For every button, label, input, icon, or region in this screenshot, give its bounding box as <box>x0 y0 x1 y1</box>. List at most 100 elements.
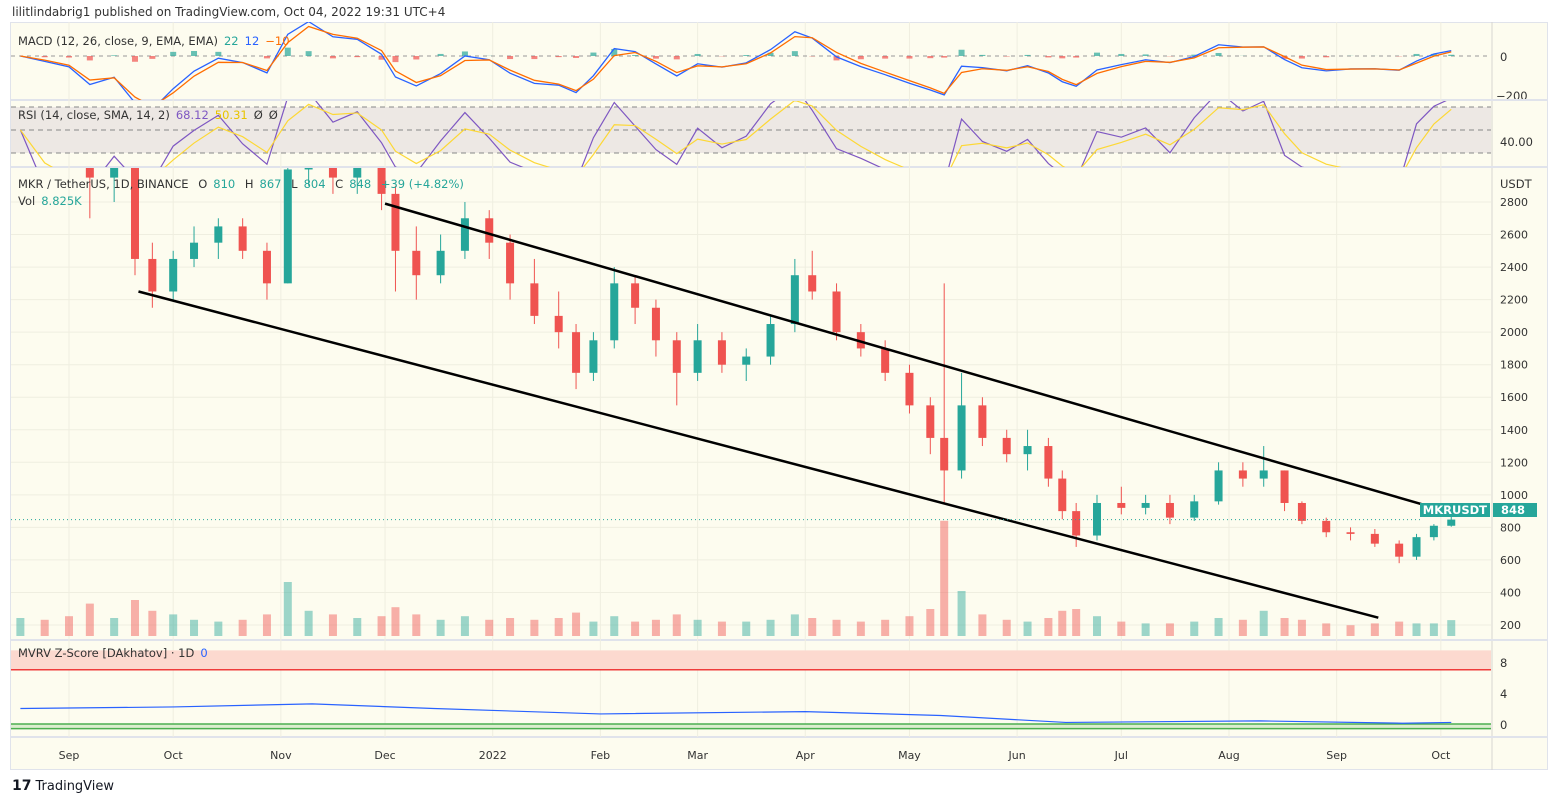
x-tick-label: Dec <box>374 749 395 762</box>
y-tick-label: 1800 <box>1500 359 1528 372</box>
volume-bar <box>412 614 421 636</box>
rsi-line <box>19 101 1447 167</box>
candle-body <box>1072 511 1081 536</box>
trendline <box>384 202 1452 514</box>
volume-bar <box>610 616 619 636</box>
volume-bar <box>554 618 563 636</box>
candle-body <box>530 283 539 316</box>
macd-histogram-bar <box>1191 54 1198 56</box>
candle-body <box>1117 502 1126 508</box>
volume-bar <box>1346 625 1355 636</box>
candle-body <box>940 437 949 471</box>
rsi-d1: Ø <box>253 108 263 122</box>
macd-histogram-bar <box>131 56 138 62</box>
volume-bar <box>1238 619 1247 636</box>
macd-histogram-bar <box>882 56 889 59</box>
macd-histogram-bar <box>1118 53 1125 56</box>
macd-line <box>20 22 1452 100</box>
macd-histogram-bar <box>149 56 156 59</box>
high-value: 867 <box>259 177 282 191</box>
macd-histogram-bar <box>767 52 774 56</box>
candle-body <box>1044 446 1053 479</box>
symbol-price-tag: MKRUSDT <box>1419 503 1490 517</box>
tradingview-brand[interactable]: 17 TradingView <box>12 778 114 794</box>
volume-bar <box>148 610 157 636</box>
tradingview-logo-icon: 17 <box>12 778 32 794</box>
y-tick-label: 1000 <box>1500 489 1528 502</box>
volume-bar <box>1165 623 1174 636</box>
y-tick-label: 2000 <box>1500 326 1528 339</box>
macd-histogram-bar <box>673 56 680 60</box>
macd-axis-0: 0 <box>1500 50 1508 64</box>
macd-histogram-bar <box>1430 53 1437 56</box>
volume-bar <box>926 609 935 636</box>
x-tick-label: Feb <box>591 749 610 762</box>
volume-bar <box>238 619 247 636</box>
mvrv-pane <box>11 650 1491 730</box>
mvrv-line <box>20 703 1452 724</box>
macd-histogram-bar <box>1215 52 1222 56</box>
macd-histogram-bar <box>1024 54 1031 56</box>
candle-body <box>717 340 726 365</box>
macd-histogram-bar <box>1059 56 1066 59</box>
candle-body <box>1346 532 1355 534</box>
rsi-title: RSI (14, close, SMA, 14, 2) <box>18 108 170 122</box>
x-tick-label: Jun <box>1008 749 1026 762</box>
macd-histogram-bar <box>1323 56 1330 58</box>
chart-canvas[interactable]: Sep Oct Nov Dec 2022 Feb Mar Apr May Jun Jul Aug Sep… <box>0 0 1556 780</box>
volume-bar <box>1297 619 1306 636</box>
macd-histogram-bar <box>170 51 177 56</box>
volume-bar <box>790 614 799 636</box>
volume-bar <box>169 614 178 636</box>
y-tick-label: 400 <box>1500 586 1521 599</box>
macd-histogram-bar <box>979 54 986 56</box>
candle-body <box>1412 537 1421 557</box>
volume-bar <box>631 621 640 636</box>
last-price-tag: 848 <box>1493 503 1537 517</box>
mvrv-upper-band <box>11 650 1491 670</box>
candle-body <box>1058 478 1067 512</box>
volume-bar <box>1044 618 1053 636</box>
candle-body <box>881 348 890 373</box>
macd-histogram-bar <box>958 49 965 56</box>
candle-body <box>41 88 49 104</box>
y-tick-label: 1400 <box>1500 424 1528 437</box>
volume-bar <box>1141 623 1150 636</box>
rsi-ma-line <box>19 101 1452 167</box>
candle-body <box>1259 470 1268 479</box>
volume-bar <box>1259 610 1268 636</box>
macd-histogram-bar <box>263 56 270 59</box>
volume-bar <box>283 582 292 636</box>
volume-bar <box>572 612 581 636</box>
candle-body <box>1395 543 1404 557</box>
candle-body <box>1023 446 1032 455</box>
volume-bar <box>110 618 119 636</box>
macd-signal-value: −10 <box>265 34 290 48</box>
volume-bar <box>130 600 139 636</box>
y-tick-label: 2800 <box>1500 196 1528 209</box>
macd-histogram-bar <box>694 53 701 56</box>
volume-bar <box>1429 623 1438 636</box>
candle-body <box>1238 470 1247 479</box>
candle-body <box>412 250 421 276</box>
macd-histogram-bar <box>1448 54 1455 56</box>
x-tick-label: Oct <box>164 749 184 762</box>
candle-body <box>631 283 640 308</box>
macd-histogram-bar <box>652 56 659 59</box>
candle-body <box>651 307 660 341</box>
volume-bar <box>16 618 25 636</box>
candle-body <box>832 291 841 333</box>
candle-body <box>766 324 775 357</box>
volume-bar <box>978 614 987 636</box>
macd-histogram-bar <box>573 56 580 58</box>
mvrv-legend: MVRV Z-Score [DAkhatov] · 1D 0 <box>18 646 214 660</box>
volume-bar <box>1214 618 1223 636</box>
x-tick-label: Oct <box>1431 749 1451 762</box>
macd-histogram-bar <box>590 52 597 56</box>
volume-bar <box>353 618 362 636</box>
candle-body <box>190 242 199 259</box>
y-tick-label: 1600 <box>1500 391 1528 404</box>
volume-bar <box>693 619 702 636</box>
symbol-title: MKR / TetherUS, 1D, BINANCE <box>18 177 189 191</box>
candle-body <box>130 168 139 259</box>
